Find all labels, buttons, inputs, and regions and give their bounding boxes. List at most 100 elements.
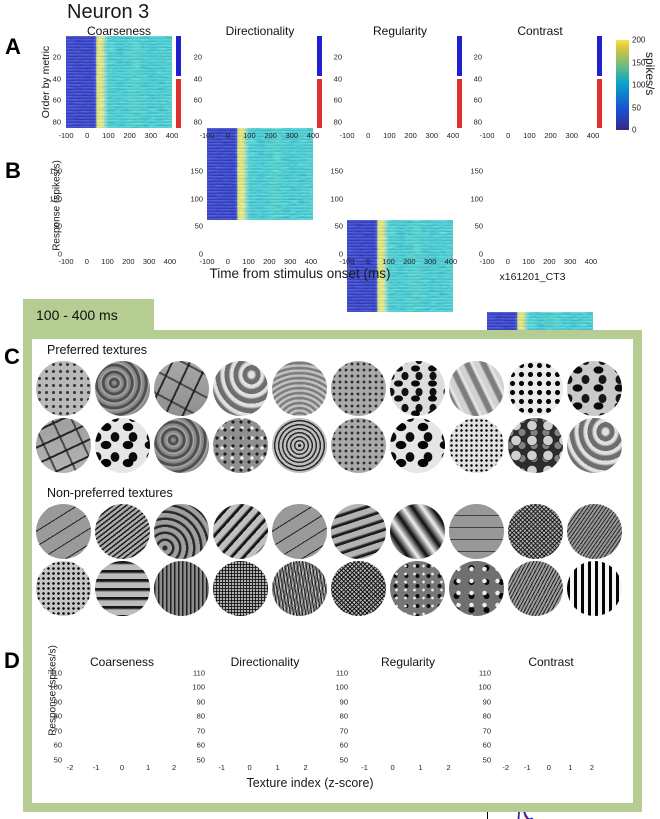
texture-image-rough-noise (390, 561, 445, 616)
tick-label: 2 (446, 763, 451, 772)
texture-image-cracked-plaster (154, 361, 209, 416)
texture-image-fingerprint (272, 361, 327, 416)
tick-label: -100 (339, 257, 355, 266)
heatmap-xticks: -100 0 100 200 300 400 (199, 131, 319, 141)
heatmap-yticks: 20 40 60 80 (190, 36, 205, 128)
tick-label: 2 (171, 763, 177, 772)
tick-label: 100 (101, 257, 114, 266)
tick-label: -100 (199, 131, 215, 140)
scatter-xticks: -1 0 1 2 (209, 763, 321, 773)
scatter-title-regularity: Regularity (380, 655, 436, 669)
texture-image-check-fine (508, 504, 563, 559)
tick-label: 0 (198, 249, 203, 259)
tick-label: 100 (383, 131, 396, 140)
group-bar-gap (457, 76, 462, 80)
tick-label: 0 (366, 131, 371, 140)
scatter-yticks: 50 60 70 80 90 100 110 (48, 668, 64, 764)
tick-label: 50 (196, 755, 205, 765)
tick-label: 100 (330, 194, 343, 204)
tick-label: 200 (123, 131, 136, 140)
tick-label: 80 (52, 117, 61, 127)
tick-label: 50 (53, 221, 62, 231)
tick-label: 300 (142, 257, 156, 266)
texture-image-flow-ridges (154, 504, 209, 559)
tick-label: 150 (632, 58, 646, 67)
texture-image-ridges-horizontal (95, 561, 150, 616)
preferred-textures-row-2 (36, 418, 622, 473)
psth-xticks: -100 0 100 200 300 400 (199, 257, 317, 267)
scatter-yticks: 50 60 70 80 90 100 110 (191, 668, 207, 764)
tick-label: 60 (339, 740, 348, 750)
tick-label: 150 (330, 166, 343, 176)
tick-label: 20 (333, 52, 342, 62)
tick-label: 70 (196, 726, 205, 736)
tick-label: -100 (479, 131, 495, 140)
tick-label: 400 (584, 257, 598, 266)
tick-label: 40 (52, 74, 61, 84)
analysis-window-tab: 100 - 400 ms (23, 299, 154, 331)
scatter-xticks: -2 -1 0 1 2 (495, 763, 607, 773)
group-bar-gap (597, 76, 602, 80)
tick-label: 90 (482, 697, 491, 707)
texture-image-dot-grid (36, 561, 91, 616)
tick-label: 100 (632, 80, 646, 90)
panel-c-label: C (4, 344, 20, 369)
texture-image-seeds (331, 361, 386, 416)
preferred-group-bar (317, 36, 322, 77)
cell-id-annotation: x161201_CT3 (499, 271, 566, 283)
texture-image-scribble (272, 561, 327, 616)
texture-image-mesh-fine (213, 561, 268, 616)
tick-label: 100 (243, 131, 256, 140)
tick-label: 40 (193, 74, 202, 84)
tick-label: 0 (57, 249, 62, 259)
preferred-group-bar (457, 36, 462, 77)
group-bar-gap (176, 76, 181, 80)
nonpreferred-textures-title: Non-preferred textures (47, 486, 173, 500)
tick-label: 400 (306, 131, 320, 140)
tick-label: 60 (482, 740, 491, 750)
psth-yticks: 0 50 100 150 (329, 166, 345, 259)
tick-label: 50 (194, 221, 203, 231)
tick-label: 100 (522, 257, 535, 266)
heatmap-yticks: 20 40 60 80 (470, 36, 485, 128)
heatmap-xticks: -100 0 100 200 300 400 (339, 131, 459, 141)
tick-label: 60 (193, 95, 202, 105)
tick-label: 200 (263, 257, 276, 266)
tick-label: 50 (632, 103, 641, 112)
tick-label: 110 (193, 668, 205, 678)
psth-xticks: -100 0 100 200 300 400 (339, 257, 457, 267)
tick-label: 200 (264, 131, 277, 140)
tick-label: 400 (586, 131, 600, 140)
psth-xticks: -100 0 100 200 300 400 (479, 257, 597, 267)
heatmap-xticks: -100 0 100 200 300 400 (479, 131, 599, 141)
scatter-title-directionality: Directionality (230, 655, 300, 669)
tick-label: 100 (190, 194, 203, 204)
scatter-xticks: -1 0 1 2 (352, 763, 464, 773)
tick-label: 70 (482, 726, 491, 736)
psth-xticks: -100 0 100 200 300 400 (58, 257, 176, 267)
group-bar-gap (317, 76, 322, 80)
tick-label: -100 (199, 257, 215, 266)
tick-label: 0 (226, 131, 231, 140)
tick-label: 200 (403, 257, 416, 266)
tick-label: 0 (478, 249, 483, 259)
scatter-xticks: -2 -1 0 1 2 (66, 763, 178, 773)
tick-label: 0 (247, 763, 252, 772)
texture-image-seeds (331, 418, 386, 473)
texture-image-pebbles (36, 361, 91, 416)
preferred-group-bar (176, 36, 181, 77)
tick-label: 80 (333, 117, 342, 127)
psth-yticks: 0 50 100 150 (189, 167, 205, 259)
tick-label: 0 (546, 763, 551, 772)
texture-image-leopard-large (390, 361, 445, 416)
tick-label: 50 (339, 755, 348, 765)
psth-yticks: 0 50 100 150 (469, 167, 485, 259)
panel-d-xlabel: Texture index (z-score) (246, 776, 374, 790)
scatter-yticks: 50 60 70 80 90 100 110 (334, 668, 350, 764)
texture-image-grain-diagonal (567, 504, 622, 559)
tick-label: 0 (390, 763, 395, 772)
tick-label: -100 (479, 257, 495, 266)
tick-label: 1 (568, 763, 573, 772)
heatmap-title-directionality: Directionality (225, 24, 295, 38)
nonpreferred-group-bar (176, 79, 181, 128)
